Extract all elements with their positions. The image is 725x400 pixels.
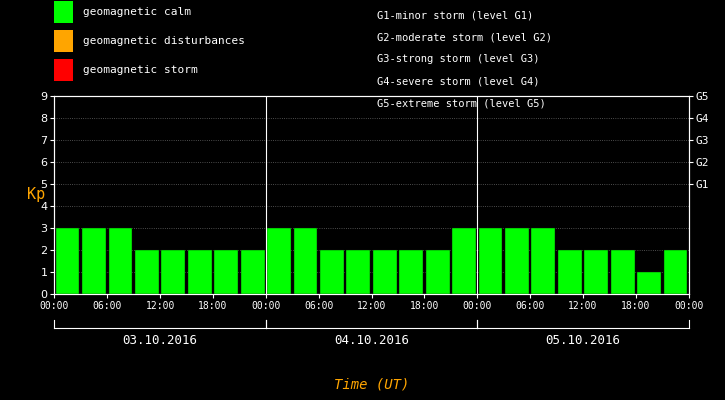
Bar [505, 228, 529, 294]
Bar [267, 228, 291, 294]
Text: 03.10.2016: 03.10.2016 [123, 334, 198, 347]
Text: 05.10.2016: 05.10.2016 [545, 334, 621, 347]
Text: G2-moderate storm (level G2): G2-moderate storm (level G2) [377, 32, 552, 42]
Bar [426, 250, 450, 294]
Bar [637, 272, 661, 294]
Bar [215, 250, 238, 294]
Bar [82, 228, 106, 294]
Bar [531, 228, 555, 294]
Text: G4-severe storm (level G4): G4-severe storm (level G4) [377, 76, 539, 86]
Bar [399, 250, 423, 294]
Bar [584, 250, 608, 294]
Text: Time (UT): Time (UT) [334, 377, 409, 391]
Bar [109, 228, 133, 294]
Bar [452, 228, 476, 294]
Bar [241, 250, 265, 294]
Bar [663, 250, 687, 294]
Text: 04.10.2016: 04.10.2016 [334, 334, 409, 347]
Bar [162, 250, 185, 294]
Bar [610, 250, 634, 294]
Text: geomagnetic storm: geomagnetic storm [83, 65, 198, 74]
Text: G1-minor storm (level G1): G1-minor storm (level G1) [377, 10, 534, 20]
Text: G3-strong storm (level G3): G3-strong storm (level G3) [377, 54, 539, 64]
Bar [558, 250, 581, 294]
Bar [188, 250, 212, 294]
Y-axis label: Kp: Kp [27, 188, 45, 202]
Text: geomagnetic calm: geomagnetic calm [83, 7, 191, 17]
Bar [320, 250, 344, 294]
Bar [56, 228, 80, 294]
Text: geomagnetic disturbances: geomagnetic disturbances [83, 36, 245, 46]
Bar [373, 250, 397, 294]
Text: G5-extreme storm (level G5): G5-extreme storm (level G5) [377, 98, 546, 108]
Bar [347, 250, 370, 294]
Bar [135, 250, 159, 294]
Bar [478, 228, 502, 294]
Bar [294, 228, 318, 294]
